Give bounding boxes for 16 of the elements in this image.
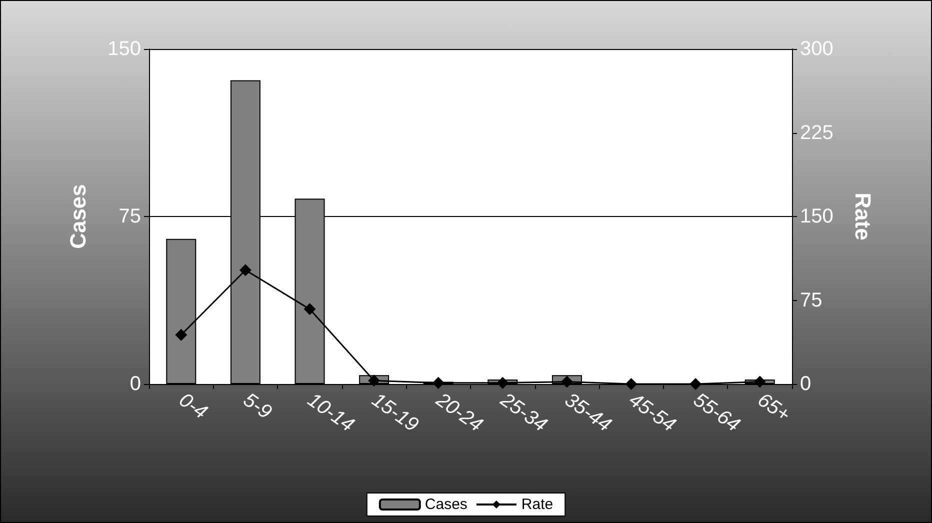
y2-tick-label: 150 <box>800 206 834 228</box>
y-tick-label: 150 <box>108 38 141 60</box>
y-tick-label: 0 <box>130 373 141 395</box>
x-tick-label: 45-54 <box>624 388 680 436</box>
y2-axis-title: Rate <box>850 192 876 240</box>
y2-tick-label: 300 <box>800 38 834 60</box>
y2-tick-label: 225 <box>800 122 834 144</box>
y-tick-label: 75 <box>118 206 141 228</box>
legend-label: Cases <box>424 496 468 513</box>
y-axis-title: Cases <box>66 184 90 249</box>
y2-tick-label: 75 <box>800 289 822 312</box>
x-tick-label: 65+ <box>754 388 794 426</box>
legend-label: Rate <box>521 496 554 513</box>
y2-tick-label: 0 <box>800 373 812 395</box>
x-tick-label: 5-9 <box>239 388 276 424</box>
x-tick-label: 0-4 <box>174 388 212 424</box>
